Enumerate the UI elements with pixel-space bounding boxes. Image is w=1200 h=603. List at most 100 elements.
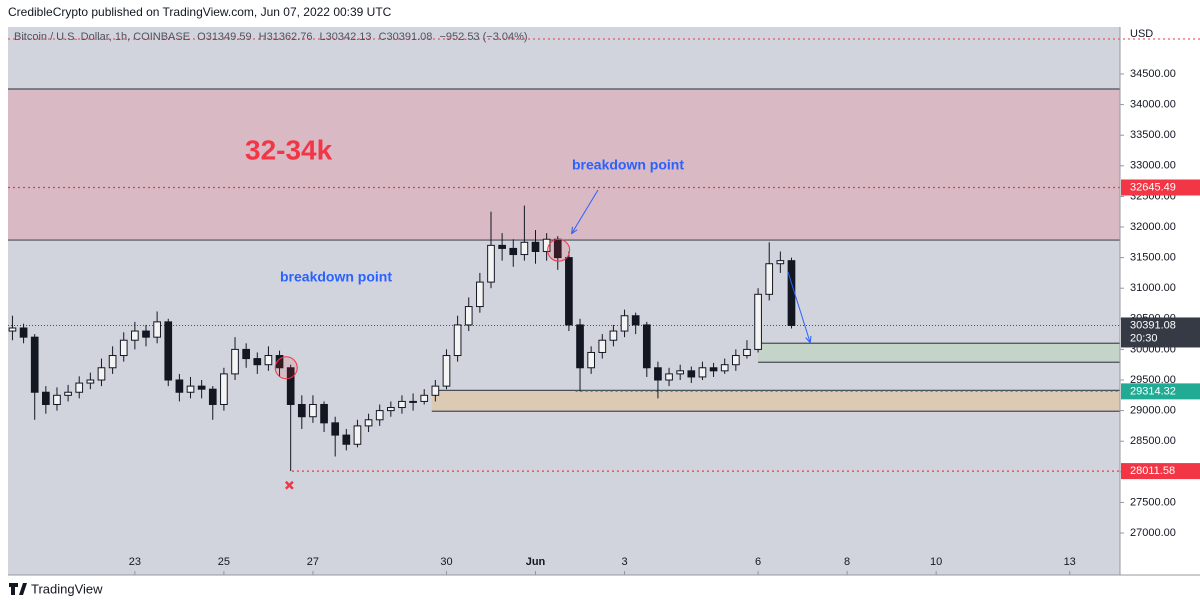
candle-body — [476, 281, 484, 308]
symbol-title: Bitcoin / U.S. Dollar, 1h, COINBASE — [14, 31, 190, 43]
publisher: CredibleCrypto published on TradingView.… — [8, 5, 392, 19]
y-tick-label: 33000.00 — [1130, 160, 1176, 172]
candle-body — [331, 422, 340, 436]
y-tick-label: 27500.00 — [1130, 496, 1176, 508]
candle-body — [609, 330, 618, 341]
change-label: −952.53 (−3.04%) — [439, 31, 527, 43]
candle-body — [342, 434, 351, 445]
y-tick-label: 28500.00 — [1130, 435, 1176, 447]
candle-body — [398, 400, 406, 409]
x-tick-label: 8 — [844, 556, 850, 568]
axis-unit: USD — [1130, 28, 1153, 40]
x-tick-label: 3 — [621, 556, 627, 568]
candle-body — [453, 324, 462, 357]
candle-body — [598, 339, 607, 353]
candle-body — [208, 388, 217, 405]
zone — [758, 343, 1120, 363]
candle-body — [86, 379, 95, 384]
candle-body — [587, 351, 595, 369]
x-tick-label: Jun — [526, 556, 546, 568]
x-tick-label: 6 — [755, 556, 761, 568]
legend-line: Bitcoin / U.S. Dollar, 1h, COINBASE O313… — [14, 31, 528, 43]
ohlc-label: L30342.13 — [320, 31, 372, 43]
candle-body — [220, 373, 228, 405]
candle-body — [787, 260, 796, 326]
candle-body — [631, 315, 640, 326]
candle-body — [531, 241, 540, 252]
candle-body — [464, 306, 473, 326]
candle-body — [776, 260, 785, 265]
candle-body — [75, 382, 84, 393]
candle-body — [353, 425, 362, 445]
ohlc-label: H31362.76 — [259, 31, 313, 43]
y-tick-label: 33500.00 — [1130, 129, 1176, 141]
price-axis-background — [1120, 27, 1200, 575]
candle-body — [320, 403, 328, 424]
candle-body — [119, 339, 128, 357]
candle-body — [720, 364, 729, 372]
y-tick-label: 29500.00 — [1130, 374, 1176, 386]
x-tick-label: 25 — [218, 556, 230, 568]
candle-body — [743, 348, 751, 357]
ohlc-label: C30391.08 — [379, 31, 433, 43]
candle-body — [186, 385, 195, 393]
candle-body — [242, 348, 250, 360]
candle-body — [665, 373, 673, 381]
x-tick-label: 30 — [440, 556, 452, 568]
candle-body — [64, 391, 72, 396]
y-tick-label: 34000.00 — [1130, 99, 1176, 111]
annotations-layer: 32-34k — [245, 134, 571, 490]
candle-body — [264, 355, 273, 366]
candle-body — [297, 403, 306, 418]
candle-body — [142, 330, 150, 338]
marker-circle — [547, 238, 571, 262]
zone — [8, 88, 1120, 241]
x-tick-label: 13 — [1064, 556, 1076, 568]
y-tick-label: 34500.00 — [1130, 68, 1176, 80]
candle-body — [153, 321, 161, 338]
brand-logo — [9, 583, 27, 595]
price-label-box — [1121, 179, 1200, 196]
candle-body — [498, 244, 506, 249]
zone — [431, 390, 1120, 412]
candle-body — [275, 355, 284, 369]
candle-body — [509, 247, 518, 256]
candle-body — [253, 358, 262, 366]
last-price-label: 30391.08 — [1130, 319, 1176, 331]
candle-body — [709, 367, 718, 372]
candle-body — [164, 321, 173, 381]
candle-body — [542, 238, 551, 252]
zone-label: 32-34k — [245, 134, 333, 165]
candle-body — [765, 263, 774, 295]
x-tick-label: 27 — [307, 556, 319, 568]
y-tick-label: 29000.00 — [1130, 405, 1176, 417]
price-label: 29314.32 — [1130, 385, 1176, 397]
candle-body — [309, 403, 317, 418]
candle-body — [19, 327, 28, 338]
x-tick-label: 23 — [129, 556, 141, 568]
candle-body — [431, 385, 440, 396]
y-tick-label: 31000.00 — [1130, 282, 1176, 294]
candle-body — [676, 370, 685, 375]
y-tick-label: 27000.00 — [1130, 527, 1176, 539]
axes-layer: 27000.0027500.0028000.0028500.0029000.00… — [129, 68, 1200, 575]
candle-body — [520, 241, 529, 256]
candle-body — [131, 330, 139, 341]
marker-cross — [284, 480, 294, 490]
marker-circle — [274, 356, 298, 380]
last-price-box — [1121, 317, 1200, 348]
arrow — [572, 189, 599, 233]
candle-body — [175, 379, 184, 393]
candle-body — [687, 370, 696, 378]
candle-body — [386, 407, 395, 412]
candle-body — [375, 410, 384, 421]
candle-body — [231, 348, 239, 375]
price-label-box — [1121, 383, 1200, 400]
annotation-text: breakdown point — [572, 157, 684, 173]
candle-body — [197, 385, 206, 390]
candles-layer — [8, 205, 796, 472]
price-label: 28011.58 — [1130, 465, 1175, 477]
candle-body — [108, 355, 117, 369]
